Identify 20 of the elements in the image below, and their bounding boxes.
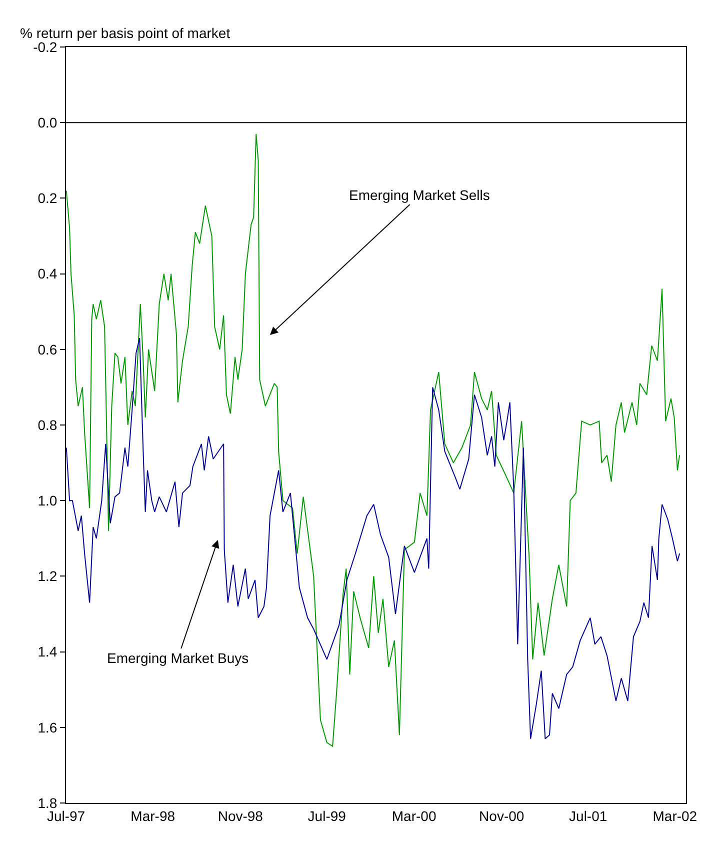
y-tick-label: 0.8 <box>38 416 58 433</box>
y-tick-label: 1.2 <box>38 568 58 584</box>
y-tick-label: 0.4 <box>38 266 58 282</box>
x-tick-label: Nov-00 <box>479 808 524 824</box>
y-tick-label: 0.6 <box>38 341 58 358</box>
x-tick-label: Mar-98 <box>130 808 176 824</box>
y-tick-label: 0.0 <box>38 114 58 130</box>
y-tick-label: 1.0 <box>38 492 58 508</box>
y-axis-title: % return per basis point of market <box>20 25 230 41</box>
y-tick-label: 0.2 <box>38 190 58 206</box>
x-tick-label: Mar-00 <box>392 808 436 824</box>
y-tick-label: 1.6 <box>38 719 58 736</box>
annotation: Emerging Market Sells <box>349 187 490 203</box>
x-tick-label: Jul-99 <box>308 808 346 824</box>
y-tick-label: -0.2 <box>33 38 58 55</box>
annotation: Emerging Market Buys <box>107 650 249 666</box>
x-tick-label: Nov-98 <box>218 808 264 824</box>
y-tick-label: 1.4 <box>38 644 58 660</box>
x-tick-label: Jul-01 <box>569 808 608 824</box>
x-tick-label: Mar-02 <box>652 808 698 824</box>
